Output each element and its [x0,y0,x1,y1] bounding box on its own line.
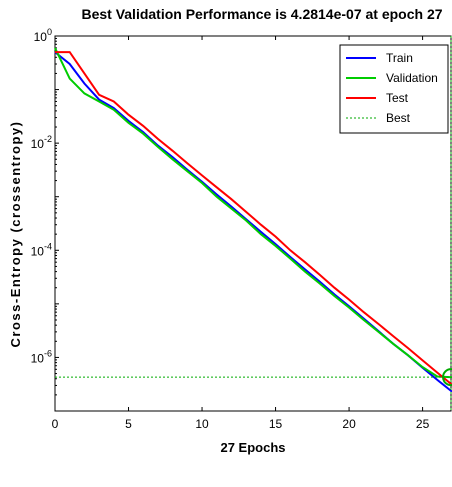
axes-box [54,35,452,412]
x-tick-label: 5 [125,417,132,431]
legend-label-test: Test [386,91,409,105]
x-axis-label: 27 Epochs [220,440,285,455]
x-tick-label: 0 [52,417,59,431]
chart-title: Best Validation Performance is 4.2814e-0… [81,6,442,22]
x-tick-label: 10 [195,417,209,431]
best-point-marker [442,368,452,387]
x-tick-label: 20 [342,417,356,431]
y-tick-label: 100 [34,27,52,44]
y-tick-label: 10-6 [31,348,52,365]
y-tick-label: 10-2 [31,134,52,151]
plot-area: 0 5 10 15 20 25 100 10-2 10-4 10-6 [31,27,452,431]
test-series-line [55,51,452,386]
legend-label-train: Train [386,51,413,65]
legend-label-best: Best [386,111,411,125]
x-tick-label: 25 [416,417,430,431]
legend: Train Validation Test Best [339,44,449,134]
validation-series-line [54,47,452,379]
x-tick-label: 15 [269,417,283,431]
y-tick-label: 10-4 [31,241,52,258]
legend-label-validation: Validation [386,71,438,85]
y-axis-label: Cross-Entropy (crossentropy) [8,121,23,348]
